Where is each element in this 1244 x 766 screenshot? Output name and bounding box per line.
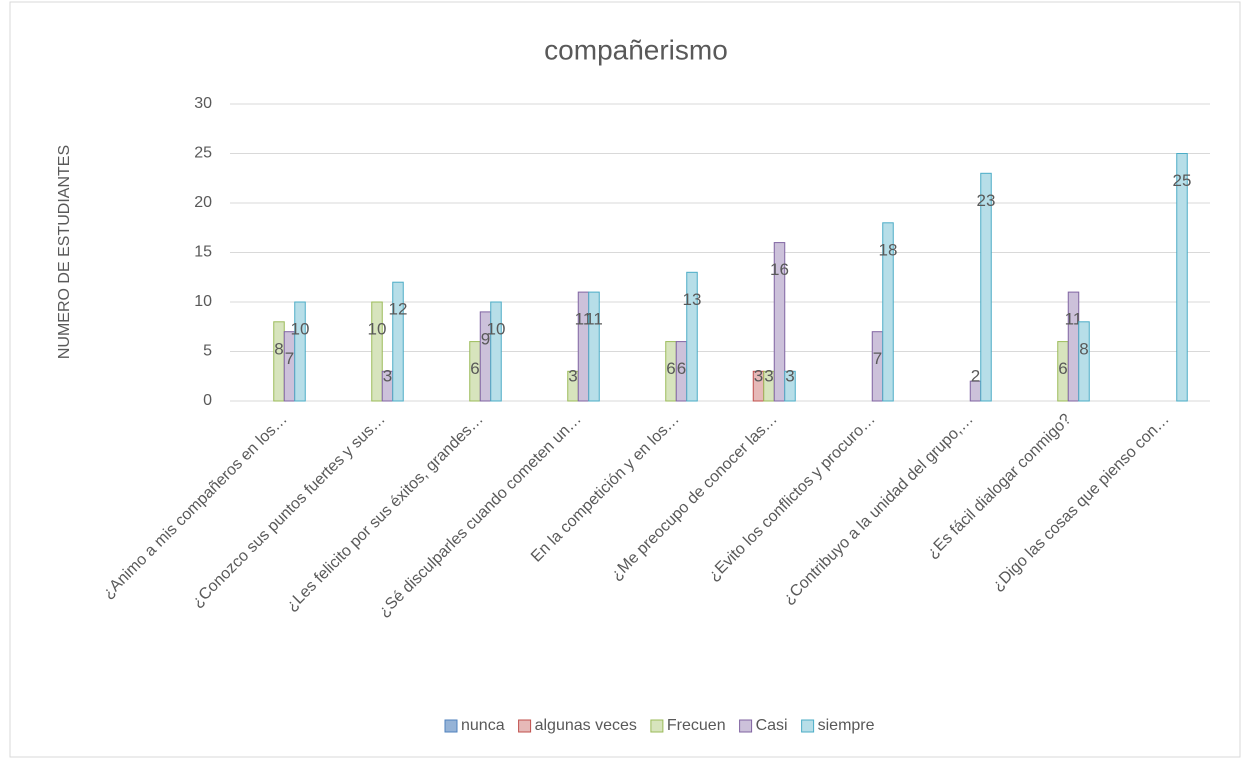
legend-label: Casi xyxy=(756,717,788,734)
data-label: 23 xyxy=(977,191,996,210)
data-label: 6 xyxy=(470,359,479,378)
y-tick-label: 25 xyxy=(194,145,212,162)
legend-swatch xyxy=(801,719,815,733)
data-label: 8 xyxy=(1079,339,1088,358)
y-tick-label: 15 xyxy=(194,244,212,261)
data-label: 10 xyxy=(291,319,310,338)
y-tick-label: 0 xyxy=(203,392,212,409)
y-tick-label: 20 xyxy=(194,194,212,211)
bar xyxy=(773,242,786,402)
bar xyxy=(882,222,894,402)
data-label: 3 xyxy=(383,366,392,385)
legend-label: algunas veces xyxy=(535,717,637,734)
data-label: 7 xyxy=(285,349,294,368)
legend-swatch xyxy=(650,719,664,733)
data-label: 6 xyxy=(677,359,686,378)
bar xyxy=(980,172,992,402)
y-tick-label: 5 xyxy=(203,343,212,360)
data-label: 6 xyxy=(666,359,675,378)
bar xyxy=(371,301,383,402)
legend-label: nunca xyxy=(461,717,505,734)
data-label: 11 xyxy=(1065,310,1083,329)
data-label: 10 xyxy=(368,319,387,338)
legend-label: Frecuen xyxy=(667,717,726,734)
bar xyxy=(273,321,285,402)
bar xyxy=(577,291,590,402)
data-label: 6 xyxy=(1058,359,1067,378)
legend-swatch xyxy=(444,719,458,733)
bar xyxy=(392,281,404,402)
y-tick-label: 30 xyxy=(194,95,212,112)
data-label: 10 xyxy=(487,319,506,338)
data-label: 3 xyxy=(568,366,577,385)
data-label: 8 xyxy=(274,339,283,358)
data-label: 3 xyxy=(764,366,773,385)
chart-title: compañerismo xyxy=(544,34,728,65)
y-tick-label: 10 xyxy=(194,293,212,310)
data-label: 3 xyxy=(785,366,794,385)
bar xyxy=(1176,153,1188,402)
bar xyxy=(1078,321,1090,402)
bar xyxy=(294,301,306,402)
bar xyxy=(490,301,502,402)
data-label: 11 xyxy=(585,310,603,329)
chart-border xyxy=(9,1,1241,758)
bar xyxy=(784,370,796,402)
legend-swatch xyxy=(739,719,753,733)
data-label: 25 xyxy=(1173,171,1192,190)
data-label: 3 xyxy=(754,366,763,385)
bar xyxy=(1067,291,1080,402)
data-label: 12 xyxy=(389,300,408,319)
data-label: 16 xyxy=(770,260,789,279)
bar xyxy=(686,271,698,402)
bar xyxy=(588,291,600,402)
data-label: 11 xyxy=(575,310,593,329)
y-axis-label: NUMERO DE ESTUDIANTES xyxy=(56,145,73,359)
legend-swatch xyxy=(518,719,532,733)
data-label: 18 xyxy=(879,240,898,259)
data-label: 13 xyxy=(683,290,702,309)
data-label: 2 xyxy=(971,366,980,385)
data-label: 7 xyxy=(873,349,882,368)
data-label: 9 xyxy=(481,329,490,348)
legend-label: siempre xyxy=(818,717,875,734)
